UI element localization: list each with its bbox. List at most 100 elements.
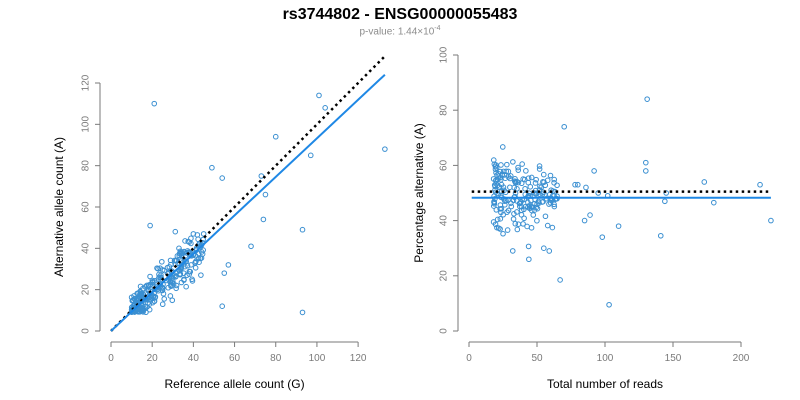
data-point — [490, 203, 497, 209]
data-point — [514, 226, 521, 233]
data-point — [643, 159, 649, 166]
data-point — [518, 180, 525, 187]
data-point — [581, 217, 588, 224]
data-point — [155, 265, 161, 272]
data-point — [159, 285, 166, 291]
data-point — [200, 231, 207, 237]
data-point — [260, 216, 267, 223]
y-tick-label: 60 — [81, 201, 92, 213]
data-point — [221, 270, 228, 276]
data-point — [535, 198, 542, 205]
data-point — [499, 144, 506, 150]
data-point — [561, 123, 568, 130]
data-point — [533, 176, 539, 183]
data-point — [183, 283, 189, 290]
pvalue-exponent: -4 — [434, 25, 441, 32]
data-point — [522, 203, 529, 210]
data-points — [128, 92, 388, 316]
data-point — [498, 162, 504, 168]
data-point — [643, 168, 649, 174]
data-point — [516, 203, 523, 210]
x-tick-label: 200 — [733, 353, 750, 364]
data-point — [148, 294, 155, 300]
data-point — [768, 217, 774, 224]
data-point — [551, 176, 558, 183]
data-point — [500, 230, 506, 237]
data-point — [172, 228, 179, 235]
data-point — [151, 100, 158, 107]
data-point — [547, 172, 554, 179]
data-point — [272, 133, 279, 140]
data-point — [179, 252, 185, 258]
data-point — [551, 179, 557, 186]
data-point — [166, 273, 173, 280]
data-point — [515, 167, 522, 173]
y-tick-label: 120 — [81, 74, 92, 91]
y-tick-label: 40 — [81, 242, 92, 254]
data-point — [615, 223, 622, 229]
data-point — [195, 250, 202, 257]
data-point — [520, 221, 526, 227]
y-tick-label: 100 — [439, 46, 450, 63]
data-point — [492, 166, 499, 173]
data-point — [167, 257, 174, 264]
data-point — [178, 249, 185, 256]
x-tick-label: 40 — [188, 353, 200, 364]
x-tick-label: 100 — [597, 353, 614, 364]
y-tick-label: 80 — [439, 104, 450, 116]
data-point — [546, 248, 553, 254]
data-point — [554, 182, 560, 189]
data-point — [190, 251, 197, 257]
fit-line — [110, 74, 386, 332]
data-point — [219, 175, 225, 181]
data-point — [497, 216, 504, 222]
data-point — [525, 243, 532, 250]
data-point — [508, 200, 514, 206]
data-point — [511, 211, 517, 217]
y-tick-label: 40 — [439, 215, 450, 227]
data-point — [146, 306, 153, 313]
data-point — [521, 176, 528, 183]
data-point — [523, 168, 529, 174]
pvalue-text: p-value: 1.44×10 — [359, 26, 435, 38]
y-axis: 0 20 40 60 80 100 120 Alternative allele count … — [52, 74, 101, 334]
data-point — [161, 296, 168, 302]
data-point — [527, 183, 534, 190]
x-tick-label: 20 — [147, 353, 159, 364]
data-point — [539, 191, 546, 197]
data-point — [525, 199, 531, 206]
x-tick-label: 0 — [466, 353, 472, 364]
data-point — [132, 298, 139, 305]
x-tick-label: 100 — [309, 353, 326, 364]
data-point — [135, 309, 142, 315]
data-point — [149, 277, 156, 284]
data-point — [160, 290, 167, 297]
x-axis-label: Total number of reads — [547, 377, 663, 391]
data-point — [572, 181, 578, 188]
y-tick-label: 0 — [81, 328, 92, 334]
data-point — [188, 262, 194, 268]
data-point — [539, 199, 545, 205]
y-axis: 0 20 40 60 80 100 Percentage alternative (A) — [412, 46, 459, 334]
data-point — [532, 180, 539, 186]
data-point — [540, 171, 547, 178]
data-point — [541, 245, 547, 251]
x-axis: 0 20 40 60 80 100 120 Reference allele count (G… — [108, 341, 367, 391]
data-point — [510, 216, 517, 222]
data-point — [606, 301, 612, 308]
data-point — [528, 174, 535, 181]
data-point — [509, 248, 516, 254]
data-points — [490, 96, 774, 308]
x-tick-label: 0 — [108, 353, 114, 364]
data-point — [507, 184, 513, 191]
data-point — [662, 198, 668, 205]
chart-subtitle: p-value: 1.44×10-4 — [0, 25, 800, 37]
data-point — [493, 207, 500, 213]
data-point — [497, 206, 503, 212]
data-point — [599, 234, 606, 240]
data-point — [530, 212, 537, 218]
data-point — [494, 182, 501, 189]
data-point — [173, 257, 180, 264]
title-block: rs3744802 - ENSG00000055483 p-value: 1.4… — [0, 6, 800, 37]
